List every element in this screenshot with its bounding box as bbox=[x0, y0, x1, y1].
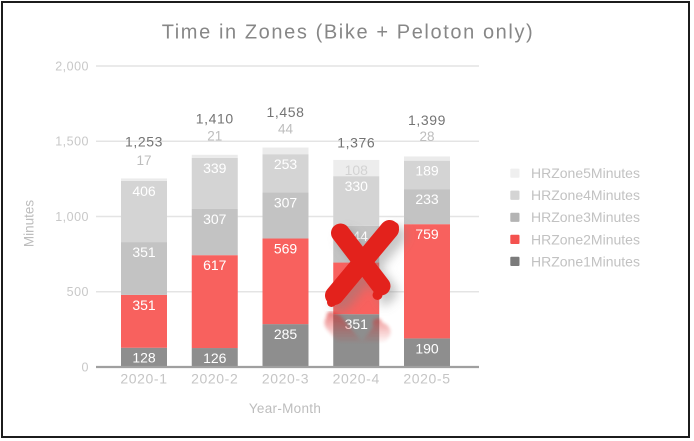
svg-text:406: 406 bbox=[132, 183, 156, 199]
svg-text:233: 233 bbox=[415, 191, 439, 207]
svg-text:28: 28 bbox=[419, 129, 434, 144]
svg-text:2020-3: 2020-3 bbox=[262, 371, 309, 387]
svg-text:759: 759 bbox=[415, 226, 439, 242]
svg-text:2,000: 2,000 bbox=[55, 59, 89, 73]
svg-text:1,500: 1,500 bbox=[55, 135, 89, 149]
svg-text:351: 351 bbox=[132, 297, 156, 313]
svg-text:Minutes: Minutes bbox=[22, 200, 37, 248]
svg-text:569: 569 bbox=[274, 241, 298, 257]
svg-text:44: 44 bbox=[278, 122, 294, 137]
svg-text:285: 285 bbox=[274, 326, 298, 342]
svg-text:351: 351 bbox=[132, 244, 156, 260]
svg-text:108: 108 bbox=[345, 162, 369, 178]
svg-text:339: 339 bbox=[203, 160, 227, 176]
svg-text:1,253: 1,253 bbox=[125, 134, 163, 150]
svg-text:2020-2: 2020-2 bbox=[191, 371, 238, 387]
svg-text:HRZone5Minutes: HRZone5Minutes bbox=[531, 165, 640, 181]
svg-text:1,000: 1,000 bbox=[55, 210, 89, 224]
svg-text:500: 500 bbox=[67, 285, 89, 299]
svg-text:128: 128 bbox=[132, 350, 156, 366]
svg-text:253: 253 bbox=[274, 156, 298, 172]
svg-text:1,376: 1,376 bbox=[337, 134, 375, 150]
svg-text:330: 330 bbox=[345, 178, 369, 194]
svg-text:1,410: 1,410 bbox=[196, 111, 234, 127]
svg-text:Year-Month: Year-Month bbox=[249, 401, 321, 416]
svg-text:307: 307 bbox=[274, 194, 298, 210]
svg-text:0: 0 bbox=[82, 360, 89, 374]
svg-text:1,458: 1,458 bbox=[266, 104, 304, 120]
svg-text:HRZone1Minutes: HRZone1Minutes bbox=[531, 253, 640, 269]
svg-text:2020-1: 2020-1 bbox=[120, 371, 167, 387]
svg-text:Time in Zones (Bike + Peloton: Time in Zones (Bike + Peloton only) bbox=[162, 22, 535, 44]
svg-text:617: 617 bbox=[203, 257, 227, 273]
svg-text:307: 307 bbox=[203, 211, 227, 227]
svg-text:351: 351 bbox=[345, 316, 369, 332]
svg-text:126: 126 bbox=[203, 350, 227, 366]
svg-text:HRZone3Minutes: HRZone3Minutes bbox=[531, 209, 640, 225]
svg-text:1,399: 1,399 bbox=[408, 112, 446, 128]
svg-text:HRZone2Minutes: HRZone2Minutes bbox=[531, 231, 640, 247]
svg-text:2020-5: 2020-5 bbox=[403, 371, 450, 387]
svg-text:189: 189 bbox=[415, 163, 439, 179]
svg-text:HRZone4Minutes: HRZone4Minutes bbox=[531, 187, 640, 203]
svg-text:17: 17 bbox=[136, 153, 151, 168]
svg-text:190: 190 bbox=[415, 340, 439, 356]
svg-text:21: 21 bbox=[207, 129, 222, 144]
